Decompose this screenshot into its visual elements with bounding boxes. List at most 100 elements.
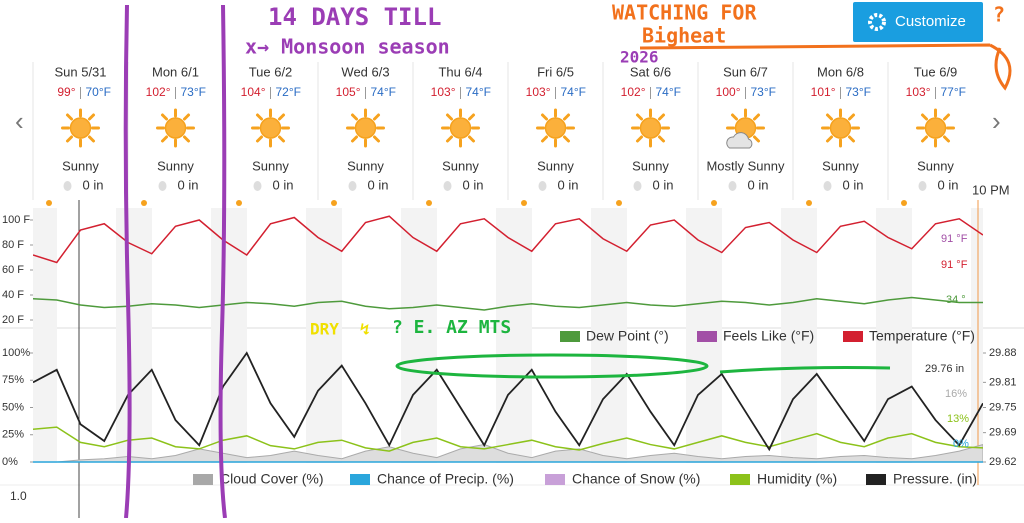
annotation: DRY xyxy=(310,320,339,339)
y2-tick-label: 29.88 xyxy=(989,347,1017,359)
y-tick-label: 75% xyxy=(2,374,24,386)
y-tick-label: 100 F xyxy=(2,214,30,226)
night-band xyxy=(223,208,247,463)
sun-dot xyxy=(616,200,622,206)
legend-swatch xyxy=(545,474,565,485)
y2-tick-label: 29.75 xyxy=(989,401,1017,413)
day-date: Wed 6/3 xyxy=(341,64,389,79)
night-band xyxy=(306,208,318,463)
weather-icon xyxy=(536,108,575,148)
gear-icon xyxy=(868,13,886,31)
condition: Sunny xyxy=(632,158,669,173)
night-band xyxy=(971,208,983,463)
legend-label: Dew Point (°) xyxy=(586,328,669,344)
day-high: 102° xyxy=(146,85,171,99)
precip: 0 in xyxy=(83,177,104,192)
day-high: 102° xyxy=(621,85,646,99)
day-low: 72°F xyxy=(276,85,301,99)
drop-icon xyxy=(348,181,357,191)
day-date: Sun 6/7 xyxy=(723,64,768,79)
day-low: 70°F xyxy=(86,85,111,99)
day-date: Fri 6/5 xyxy=(537,64,574,79)
day-high: 104° xyxy=(241,85,266,99)
button-label[interactable]: Customize xyxy=(895,13,966,30)
condition: Sunny xyxy=(537,158,574,173)
y-tick-label: 20 F xyxy=(2,314,24,326)
sun-dot xyxy=(711,200,717,206)
weather-icon xyxy=(631,108,670,148)
annotation: ↯ xyxy=(360,320,370,339)
prev-arrow[interactable]: ‹ xyxy=(15,106,24,136)
condition: Sunny xyxy=(157,158,194,173)
night-band xyxy=(318,208,342,463)
y-tick-label: 0% xyxy=(2,456,18,468)
legend-label: Cloud Cover (%) xyxy=(220,471,323,487)
night-band xyxy=(781,208,793,463)
legend-label: Pressure. (in) xyxy=(893,471,977,487)
series-line xyxy=(33,296,983,311)
night-band xyxy=(508,208,532,463)
sun-dot xyxy=(331,200,337,206)
y-tick-label: 80 F xyxy=(2,239,24,251)
day-high: 103° xyxy=(906,85,931,99)
day-date: Mon 6/1 xyxy=(152,64,199,79)
next-arrow[interactable]: › xyxy=(992,106,1001,136)
weather-icon xyxy=(821,108,860,148)
annotation: x→ Monsoon season xyxy=(245,35,450,59)
precip: 0 in xyxy=(558,177,579,192)
legend-swatch xyxy=(350,474,370,485)
weather-icon xyxy=(441,108,480,148)
annotation: 14 DAYS TILL xyxy=(268,3,441,31)
precip: 0 in xyxy=(843,177,864,192)
condition: Sunny xyxy=(347,158,384,173)
legend-swatch xyxy=(730,474,750,485)
bottom-label: 1.0 xyxy=(10,489,27,503)
pen-scribble xyxy=(719,366,891,374)
weather-icon xyxy=(916,108,955,148)
sun-dot xyxy=(46,200,52,206)
legend-swatch xyxy=(697,331,717,342)
customize-button[interactable] xyxy=(853,2,983,42)
day-date: Sun 5/31 xyxy=(54,64,106,79)
drop-icon xyxy=(443,181,452,191)
day-date: Tue 6/2 xyxy=(249,64,293,79)
night-band xyxy=(413,208,437,463)
drop-icon xyxy=(823,181,832,191)
annotation: Bigheat xyxy=(642,24,726,48)
series-line xyxy=(33,215,983,264)
legend-label: Chance of Precip. (%) xyxy=(377,471,514,487)
pen-line xyxy=(218,4,227,519)
series-line xyxy=(33,426,983,452)
day-high: 99° xyxy=(57,85,75,99)
drop-icon xyxy=(63,181,72,191)
y-tick-label: 100% xyxy=(2,347,30,359)
pen-scribble xyxy=(395,353,709,379)
y2-tick-label: 29.81 xyxy=(989,376,1017,388)
y2-tick-label: 29.69 xyxy=(989,427,1017,439)
precip: 0 in xyxy=(938,177,959,192)
condition: Sunny xyxy=(917,158,954,173)
weather-icon xyxy=(346,108,385,148)
legend-swatch xyxy=(843,331,863,342)
sun-dot xyxy=(521,200,527,206)
pen-line xyxy=(123,4,132,519)
precip: 0 in xyxy=(273,177,294,192)
y-tick-label: 40 F xyxy=(2,289,24,301)
legend-label: Chance of Snow (%) xyxy=(572,471,700,487)
day-low: 74°F xyxy=(371,85,396,99)
pen-arrow xyxy=(639,43,1012,91)
day-low: 74°F xyxy=(466,85,491,99)
annotation: ? E. AZ MTS xyxy=(392,317,511,338)
sun-dot xyxy=(806,200,812,206)
legend-swatch xyxy=(560,331,580,342)
day-date: Sat 6/6 xyxy=(630,64,671,79)
annotation: 2026 xyxy=(620,48,659,67)
series-line xyxy=(33,351,983,452)
night-band xyxy=(876,208,888,463)
night-band xyxy=(603,208,627,463)
condition: Sunny xyxy=(252,158,289,173)
end-label: 16% xyxy=(945,388,967,400)
precip: 0 in xyxy=(653,177,674,192)
time-marker: 10 PM xyxy=(972,182,1010,197)
precip: 0 in xyxy=(463,177,484,192)
